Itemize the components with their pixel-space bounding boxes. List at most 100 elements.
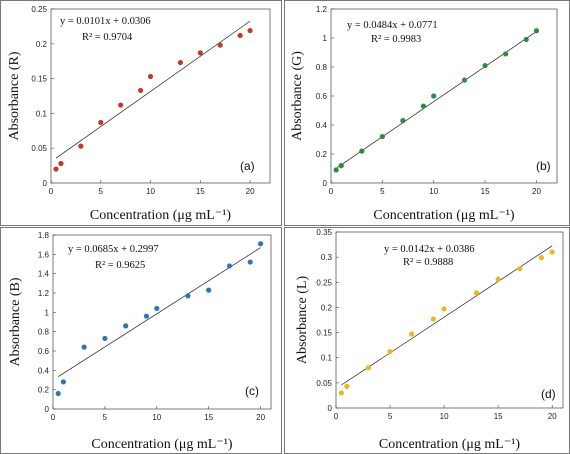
y-tick-label: 0.25 <box>31 5 47 14</box>
data-point <box>247 27 253 34</box>
x-axis-title: Concentration (μg mL⁻¹) <box>90 208 232 223</box>
y-tick-label: 0.8 <box>38 328 50 337</box>
fit-equation: y = 0.0484x + 0.0771 <box>347 20 438 31</box>
data-point <box>503 51 509 57</box>
data-point <box>549 249 555 255</box>
data-point <box>102 335 108 342</box>
panel-label: (c) <box>245 384 259 398</box>
y-tick-label: 0.2 <box>38 386 50 395</box>
data-point <box>365 365 372 371</box>
data-point <box>523 36 529 43</box>
x-tick-label: 20 <box>548 412 557 421</box>
data-point <box>81 344 87 350</box>
data-point <box>379 134 385 140</box>
y-tick-label: 0.2 <box>316 150 328 159</box>
data-point <box>98 119 104 126</box>
x-axis-title: Concentration (μg mL⁻¹) <box>373 208 515 223</box>
data-point <box>154 305 160 312</box>
x-tick-label: 15 <box>196 187 205 196</box>
data-point <box>137 87 144 94</box>
panel-label: (b) <box>536 159 551 173</box>
y-axis-title: Absorbance (L) <box>295 276 310 365</box>
data-point <box>482 62 488 69</box>
r-squared: R² = 0.9625 <box>95 260 145 271</box>
x-tick-label: 0 <box>49 187 54 196</box>
data-point <box>197 50 203 56</box>
y-tick-label: 0.35 <box>316 228 332 237</box>
y-tick-label: 0.3 <box>321 253 333 262</box>
fit-line <box>58 247 261 378</box>
panel-label: (a) <box>240 159 255 173</box>
y-tick-label: 0.6 <box>38 347 50 356</box>
y-tick-label: 0 <box>45 405 50 414</box>
y-tick-label: 1.4 <box>38 270 50 279</box>
y-tick-label: 0.4 <box>38 366 50 375</box>
data-point <box>420 103 427 109</box>
y-axis-title: Absorbance (R) <box>7 51 22 140</box>
y-tick-label: 0.2 <box>36 40 48 49</box>
y-tick-label: 0.6 <box>316 92 328 101</box>
data-point <box>517 266 523 272</box>
data-point <box>359 148 365 154</box>
plot-area <box>50 8 271 184</box>
data-point <box>226 263 233 269</box>
panel-frame <box>0 0 282 226</box>
data-point <box>431 93 437 99</box>
y-tick-label: 1 <box>323 34 328 43</box>
y-tick-label: 0.1 <box>36 109 48 118</box>
plot-area <box>335 231 564 409</box>
data-point <box>143 313 150 319</box>
data-point <box>461 77 468 83</box>
data-point <box>60 379 66 385</box>
data-point <box>258 241 264 247</box>
panel-label: (d) <box>541 387 556 401</box>
data-point <box>58 160 64 167</box>
panel-a: 0 5 10 15 20 0 0.05 0.1 0.15 0.2 0.25 y = 0.0101x +… <box>0 0 282 226</box>
data-point <box>400 118 406 124</box>
y-tick-label: 0 <box>43 179 48 188</box>
x-axis-title: Concentration (μg mL⁻¹) <box>379 437 521 452</box>
y-tick-label: 1.2 <box>316 5 328 14</box>
y-tick-label: 0.15 <box>316 329 332 338</box>
y-tick-label: 1.2 <box>38 289 50 298</box>
data-point <box>441 306 447 312</box>
y-tick-label: 0.8 <box>316 63 328 72</box>
x-tick-label: 10 <box>152 413 161 422</box>
y-tick-label: 1.6 <box>38 250 50 259</box>
panel-frame <box>284 0 570 226</box>
fit-equation: y = 0.0101x + 0.0306 <box>60 16 151 27</box>
y-axis-title: Absorbance (G) <box>290 51 305 141</box>
x-tick-label: 5 <box>380 187 385 196</box>
data-point <box>185 293 191 299</box>
x-tick-label: 20 <box>256 413 265 422</box>
x-tick-label: 5 <box>103 413 108 422</box>
fit-line <box>55 20 251 159</box>
y-tick-label: 0 <box>328 404 333 413</box>
y-tick-label: 1.8 <box>38 231 50 240</box>
y-tick-label: 0 <box>323 179 328 188</box>
data-point <box>123 323 129 329</box>
data-point <box>247 259 253 265</box>
x-tick-label: 0 <box>334 412 339 421</box>
data-point <box>338 163 344 169</box>
y-tick-label: 0.25 <box>316 278 332 287</box>
x-tick-label: 10 <box>146 187 155 196</box>
data-point <box>495 276 501 282</box>
fit-equation: y = 0.0142x + 0.0386 <box>384 244 475 255</box>
x-tick-label: 0 <box>51 413 56 422</box>
y-tick-label: 1 <box>45 308 50 317</box>
x-tick-label: 15 <box>481 187 490 196</box>
data-point <box>338 390 345 396</box>
data-point <box>118 102 124 108</box>
x-tick-label: 20 <box>246 187 255 196</box>
fit-equation: y = 0.0685x + 0.2997 <box>68 244 159 255</box>
data-point <box>237 32 243 39</box>
x-tick-label: 5 <box>388 412 393 421</box>
data-point <box>387 349 393 355</box>
plot-area <box>52 234 272 410</box>
data-point <box>217 42 223 48</box>
data-point <box>344 383 350 389</box>
r-squared: R² = 0.9983 <box>371 34 421 45</box>
panel-b: 0 5 10 15 20 0 0.2 0.4 0.6 0.8 1 1.2 y = 0.0484x + 0… <box>284 0 570 226</box>
